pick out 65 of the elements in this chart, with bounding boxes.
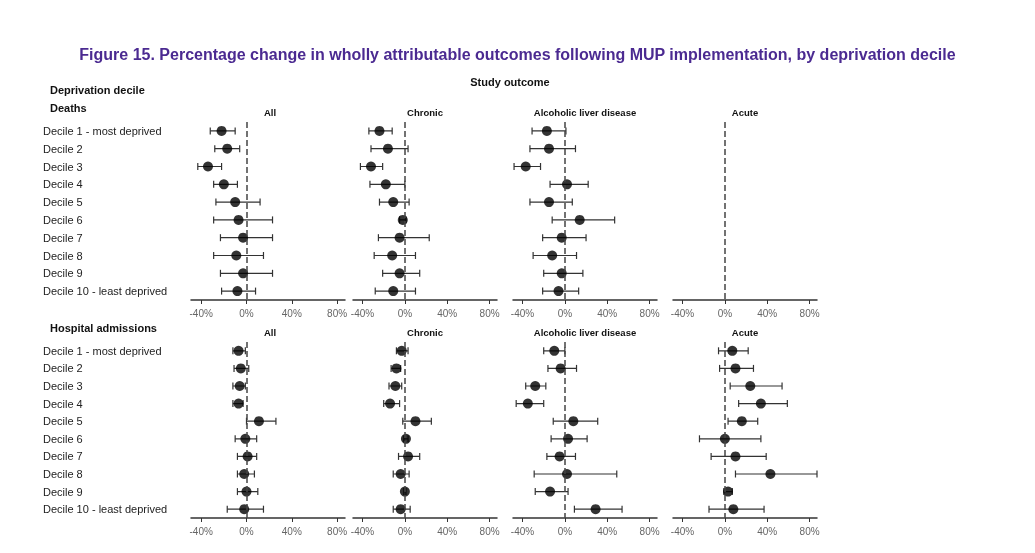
text: Study outcome bbox=[469, 76, 551, 88]
x-tick-label: 0% bbox=[717, 525, 733, 537]
x-tick-label: 80% bbox=[479, 525, 500, 537]
x-tick-label: 40% bbox=[597, 307, 618, 319]
y-tick-label: Decile 6 bbox=[43, 213, 83, 226]
caption: Figure 15. Percentage change in wholly attributable outcomes following MUP implementation, by deprivation decile bbox=[78, 46, 957, 64]
x-tick-label: -40% bbox=[510, 307, 535, 319]
x-tick-label: 80% bbox=[799, 307, 820, 319]
y-tick-label: Decile 2 bbox=[43, 142, 83, 155]
x-tick-label: 80% bbox=[639, 307, 660, 319]
y-tick-label: Decile 4 bbox=[43, 178, 83, 191]
x-tick-label: 0% bbox=[717, 307, 733, 319]
chart-title: All bbox=[263, 326, 277, 338]
chart-title: Acute bbox=[731, 106, 759, 118]
x-tick-label: 40% bbox=[281, 307, 302, 319]
y-tick-label: Decile 10 - least deprived bbox=[43, 285, 168, 298]
y-tick-label: Decile 9 bbox=[43, 267, 83, 280]
x-tick-label: 40% bbox=[437, 307, 458, 319]
y-tick-label: Decile 5 bbox=[43, 415, 83, 428]
x-tick-label: 40% bbox=[437, 525, 458, 537]
chart-title: Acute bbox=[731, 326, 759, 338]
x-tick-label: -40% bbox=[350, 307, 375, 319]
y-tick-label: Decile 4 bbox=[43, 397, 83, 410]
y-tick-label: Decile 7 bbox=[43, 231, 83, 244]
chart-title: Chronic bbox=[407, 106, 443, 118]
x-tick-label: 80% bbox=[639, 525, 660, 537]
y-tick-label: Decile 5 bbox=[43, 196, 83, 209]
y-tick-label: Decile 10 - least deprived bbox=[43, 503, 168, 516]
chart-title: Chronic bbox=[407, 326, 443, 338]
x-tick-label: -40% bbox=[670, 307, 695, 319]
x-tick-label: -40% bbox=[670, 525, 695, 537]
y-tick-label: Decile 3 bbox=[43, 160, 83, 173]
text: Deprivation decile bbox=[50, 84, 145, 96]
x-tick-label: 0% bbox=[239, 307, 254, 319]
x-tick-label: -40% bbox=[189, 525, 213, 537]
x-tick-label: -40% bbox=[350, 525, 375, 537]
y-axis-title: Hospital admissions bbox=[50, 321, 157, 334]
x-tick-label: 80% bbox=[479, 307, 500, 319]
y-tick-label: Decile 7 bbox=[43, 450, 83, 463]
x-tick-label: 40% bbox=[597, 525, 618, 537]
x-tick-label: -40% bbox=[510, 525, 535, 537]
x-tick-label: 40% bbox=[757, 525, 778, 537]
y-tick-label: Decile 8 bbox=[43, 468, 83, 480]
x-tick-label: 40% bbox=[757, 307, 778, 319]
y-tick-label: Decile 1 - most deprived bbox=[43, 124, 162, 137]
x-tick-label: 0% bbox=[397, 307, 413, 319]
y-axis-title: Deaths bbox=[50, 101, 87, 114]
x-tick-label: -40% bbox=[189, 307, 213, 319]
x-tick-label: 0% bbox=[557, 307, 573, 319]
chart-title: All bbox=[263, 106, 277, 118]
y-tick-label: Decile 3 bbox=[43, 380, 83, 392]
x-tick-label: 80% bbox=[799, 525, 820, 537]
y-tick-label: Decile 9 bbox=[43, 485, 83, 498]
x-tick-label: 0% bbox=[397, 525, 413, 537]
chart-title: Alcoholic liver disease bbox=[533, 326, 637, 338]
y-tick-label: Decile 1 - most deprived bbox=[43, 344, 162, 357]
y-tick-label: Decile 8 bbox=[43, 249, 83, 262]
y-tick-label: Decile 2 bbox=[43, 362, 83, 375]
chart-title: Alcoholic liver disease bbox=[533, 106, 637, 118]
y-tick-label: Decile 6 bbox=[43, 432, 83, 445]
x-tick-label: 40% bbox=[281, 525, 302, 537]
x-tick-label: 0% bbox=[239, 525, 254, 537]
x-tick-label: 80% bbox=[327, 307, 348, 319]
x-tick-label: 0% bbox=[557, 525, 573, 537]
x-tick-label: 80% bbox=[327, 525, 348, 537]
